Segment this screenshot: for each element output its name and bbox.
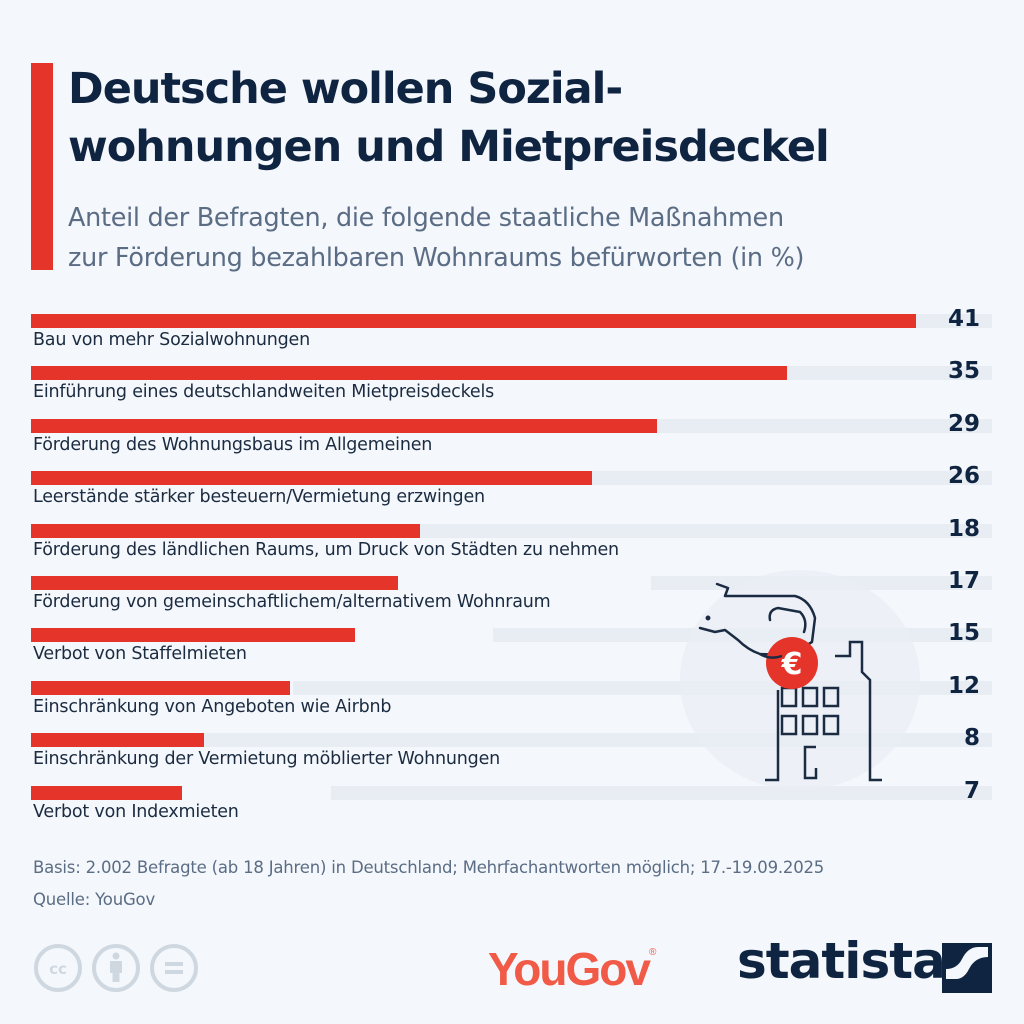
euro-symbol: € [781,647,803,682]
value-label: 12 [947,672,980,699]
value-label: 18 [947,515,980,542]
hand-euro-coin-building-icon: € [680,570,920,790]
category-label: Förderung des ländlichen Raums, um Druck… [33,539,619,560]
chart-title: Deutsche wollen Sozial- wohnungen und Mi… [68,60,1008,176]
euro-coin [766,637,818,689]
category-label: Einführung eines deutschlandweiten Mietp… [33,382,495,403]
bar-row: 29 Förderung des Wohnungsbaus im Allgemei… [0,411,1024,471]
bar-row: 18 Förderung des ländlichen Raums, um Dru… [0,516,1024,576]
value-label: 29 [947,410,980,437]
category-label: Bau von mehr Sozialwohnungen [33,330,310,350]
bar [31,366,787,381]
no-derivatives-icon[interactable] [149,943,199,993]
category-label: Förderung von gemeinschaftlichem/alterna… [33,592,551,612]
bar-chart: 41 Bau von mehr Sozialwohnungen 35 Einführu… [0,306,1024,838]
bar [31,314,917,328]
yougov-logo[interactable]: YouGov® [488,942,656,996]
value-label: 26 [947,463,980,490]
attribution-icon[interactable] [91,943,141,993]
bar [31,680,291,695]
category-label: Leerstände stärker besteuern/Vermietung … [33,487,485,508]
bar [31,523,420,538]
value-label: 7 [963,777,980,804]
title-accent-bar [31,63,53,270]
category-label: Förderung des Wohnungsbaus im Allgemeine… [33,434,433,455]
value-label: 17 [947,568,980,594]
svg-text:cc: cc [49,960,67,978]
source-line: Quelle: YouGov [33,890,156,909]
bar-row: 26 Leerstände stärker besteuern/Vermietun… [0,463,1024,523]
statista-logo-icon[interactable] [942,943,992,993]
survey-basis: Basis: 2.002 Befragte (ab 18 Jahren) in … [33,858,825,877]
category-label: Verbot von Staffelmieten [33,644,247,665]
registered-mark: ® [648,947,657,958]
value-label: 35 [947,358,980,385]
bar-row: 35 Einführung eines deutschlandweiten Mie… [0,358,1024,418]
bar [31,785,183,800]
bar [31,418,658,433]
statista-logo-text[interactable]: statista [737,932,946,990]
bar-row: 7 Verbot von Indexmieten [0,778,1024,838]
title-line-2: wohnungen und Mietpreisdeckel [68,122,830,172]
category-label: Einschränkung der Vermietung möblierter … [33,749,501,770]
value-label: 8 [963,725,980,752]
value-label: 41 [947,306,980,332]
bar-row: 41 Bau von mehr Sozialwohnungen [0,306,1024,366]
subtitle-line-1: Anteil der Befragten, die folgende staat… [68,203,784,233]
bar [31,471,593,486]
category-label: Einschränkung von Angeboten wie Airbnb [33,696,392,717]
value-label: 15 [947,620,980,647]
category-label: Verbot von Indexmieten [33,801,239,822]
chart-subtitle: Anteil der Befragten, die folgende staat… [68,198,1008,278]
footer-notes: Basis: 2.002 Befragte (ab 18 Jahren) in … [33,852,824,916]
bar-track [331,785,992,800]
hand-finger [759,652,783,659]
cc-icon[interactable]: cc [33,943,83,993]
subtitle-line-2: zur Förderung bezahlbaren Wohnraums befü… [68,243,805,273]
license-icons: cc [33,943,199,993]
bar [31,576,399,590]
title-line-1: Deutsche wollen Sozial- [68,64,623,114]
yougov-logo-text: YouGov [488,943,651,995]
bar [31,733,204,748]
bar [31,628,355,643]
